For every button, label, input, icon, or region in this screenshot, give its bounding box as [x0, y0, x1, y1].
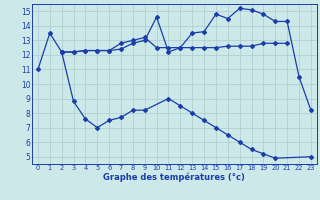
- X-axis label: Graphe des températures (°c): Graphe des températures (°c): [103, 173, 245, 182]
